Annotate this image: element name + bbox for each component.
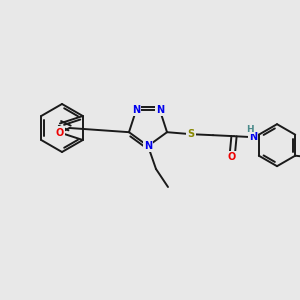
- Text: S: S: [188, 129, 195, 139]
- Text: O: O: [228, 152, 236, 162]
- Text: N: N: [156, 105, 164, 115]
- Text: O: O: [56, 128, 64, 138]
- Text: H: H: [249, 132, 257, 142]
- Text: H: H: [246, 125, 254, 134]
- Text: N: N: [249, 132, 257, 142]
- Text: N: N: [144, 141, 152, 151]
- Text: N: N: [132, 105, 140, 115]
